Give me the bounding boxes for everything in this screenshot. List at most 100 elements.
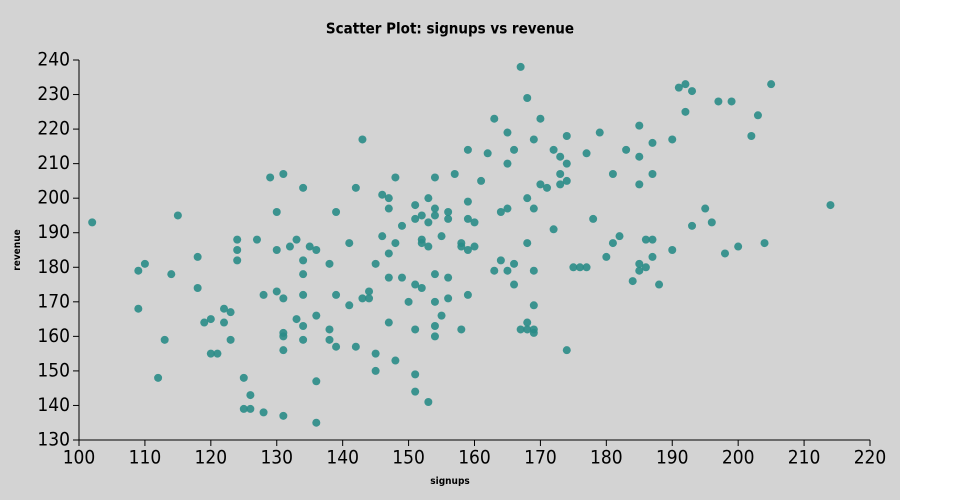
scatter-point [384,318,393,327]
scatter-point [417,239,426,248]
y-tick-label: 210 [37,152,70,174]
scatter-point [252,235,261,244]
scatter-point [351,342,360,351]
scatter-point [674,83,683,92]
scatter-point [688,221,697,230]
scatter-point [160,335,169,344]
scatter-point [345,239,354,248]
scatter-point [503,204,512,213]
scatter-point [299,322,308,330]
scatter-point [720,249,729,258]
scatter-point [608,170,617,178]
scatter-point [417,284,426,292]
scatter-point [523,239,532,248]
y-axis-title: revenue [12,229,23,270]
scatter-point [299,335,308,344]
scatter-point [292,315,301,324]
scatter-point [312,418,321,427]
scatter-point [510,280,519,289]
scatter-point [384,194,393,203]
scatter-point [510,259,519,268]
scatter-point [397,221,406,230]
scatter-point [477,176,486,185]
scatter-point [701,204,710,213]
scatter-point [279,170,288,178]
scatter-point [516,62,525,71]
scatter-point [391,356,400,365]
scatter-point [463,214,472,223]
scatter-point [424,194,433,203]
scatter-point [575,263,584,272]
scatter-point [457,242,466,251]
scatter-point [266,173,275,182]
scatter-point [444,294,453,303]
scatter-point [325,259,334,268]
scatter-point [760,239,769,248]
scatter-point [444,214,453,223]
scatter-point [411,387,420,396]
scatter-point [345,301,354,310]
scatter-point [430,270,439,279]
scatter-point [88,218,97,227]
scatter-point [424,242,433,251]
scatter-point [325,335,334,344]
scatter-point [272,287,281,296]
scatter-point [470,242,479,251]
scatter-point [246,391,255,400]
x-tick-label: 220 [854,447,887,469]
scatter-point [463,246,472,254]
scatter-point [312,246,321,254]
scatter-point [279,294,288,303]
x-tick-label: 100 [63,447,96,469]
scatter-point [239,373,248,382]
y-tick-label: 240 [37,49,70,71]
scatter-point [681,107,690,116]
scatter-point [707,218,716,227]
scatter-point [391,173,400,182]
scatter-point [430,173,439,182]
scatter-point [648,138,657,147]
scatter-point [562,132,571,140]
scatter-point [463,290,472,299]
scatter-point [523,94,532,102]
scatter-point [299,256,308,265]
scatter-point [332,208,341,216]
scatter-point [437,311,446,320]
x-tick-label: 140 [326,447,359,469]
x-tick-label: 200 [722,447,755,469]
scatter-point [246,404,255,413]
x-tick-label: 150 [392,447,425,469]
scatter-point [397,273,406,282]
scatter-point [213,349,222,358]
scatter-point [358,294,367,303]
scatter-point [391,239,400,248]
scatter-point [457,325,466,334]
scatter-point [226,335,235,344]
scatter-point [279,411,288,420]
scatter-point [272,246,281,254]
y-tick-label: 140 [37,394,70,416]
scatter-point [430,332,439,341]
scatter-point [641,235,650,244]
scatter-point [365,294,374,303]
scatter-point [430,204,439,213]
scatter-point [173,211,182,220]
scatter-point [384,273,393,282]
scatter-point [299,290,308,299]
scatter-point [206,349,215,358]
scatter-point [437,232,446,241]
scatter-point [226,308,235,317]
scatter-point [299,183,308,192]
chart-title: Scatter Plot: signups vs revenue [326,20,574,38]
scatter-point [424,218,433,227]
scatter-point [529,328,538,337]
scatter-point [655,280,664,289]
scatter-point [312,311,321,320]
scatter-point [529,266,538,275]
scatter-point [635,266,644,275]
scatter-point [371,259,380,268]
scatter-point [549,145,558,154]
scatter-point [193,252,202,261]
scatter-point [595,128,604,137]
y-tick-label: 170 [37,290,70,312]
